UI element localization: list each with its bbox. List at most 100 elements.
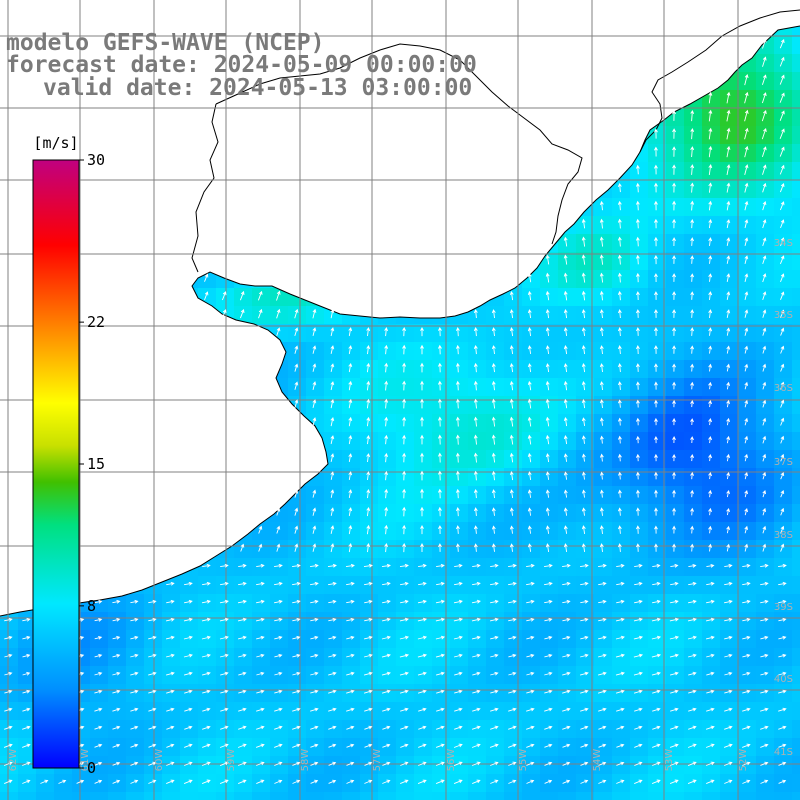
- wind-arrow: [239, 309, 245, 319]
- wind-arrow: [310, 653, 319, 658]
- wind-arrow: [437, 326, 442, 337]
- wind-arrow: [616, 779, 625, 784]
- wind-cell: [486, 504, 504, 522]
- wind-arrow: [130, 779, 139, 784]
- wind-arrow: [363, 653, 373, 658]
- wind-arrow: [599, 309, 604, 319]
- wind-cell: [792, 720, 800, 738]
- wind-cell: [684, 270, 702, 288]
- wind-arrow: [402, 326, 407, 337]
- wind-cell: [702, 324, 720, 342]
- wind-arrow: [204, 273, 209, 282]
- wind-arrow: [509, 290, 514, 301]
- wind-arrow: [580, 599, 589, 604]
- wind-cell: [774, 126, 792, 144]
- wind-cell: [270, 630, 288, 648]
- wind-arrow: [219, 743, 229, 748]
- wind-arrow: [672, 381, 676, 390]
- wind-cell: [576, 414, 594, 432]
- wind-arrow: [330, 308, 335, 319]
- wind-cell: [216, 630, 234, 648]
- wind-cell: [720, 504, 738, 522]
- wind-arrow: [617, 309, 622, 319]
- wind-arrow: [778, 671, 787, 676]
- wind-cell: [540, 648, 558, 666]
- wind-cell: [486, 594, 504, 612]
- wind-arrow: [402, 488, 407, 499]
- wind-cell: [378, 720, 396, 738]
- wind-cell: [198, 666, 216, 684]
- wind-cell: [684, 702, 702, 720]
- wind-cell: [486, 396, 504, 414]
- wind-cell: [720, 198, 738, 216]
- wind-arrow: [687, 617, 697, 622]
- wind-cell: [648, 486, 666, 504]
- wind-cell: [612, 720, 630, 738]
- wind-arrow: [381, 653, 391, 658]
- wind-arrow: [219, 653, 229, 658]
- wind-cell: [738, 540, 756, 558]
- wind-cell: [648, 648, 666, 666]
- wind-arrow: [184, 581, 193, 586]
- wind-arrow: [310, 689, 319, 694]
- wind-arrow: [744, 345, 749, 354]
- lon-label: 62W: [8, 749, 19, 772]
- wind-cell: [414, 612, 432, 630]
- wind-cell: [180, 666, 198, 684]
- wind-cell: [594, 288, 612, 306]
- wind-cell: [540, 702, 558, 720]
- wind-arrow: [527, 327, 532, 337]
- wind-cell: [108, 684, 126, 702]
- wind-cell: [684, 450, 702, 468]
- wind-cell: [0, 720, 18, 738]
- wind-arrow: [417, 671, 427, 676]
- wind-arrow: [598, 581, 607, 586]
- wind-arrow: [635, 489, 640, 498]
- wind-arrow: [580, 779, 589, 784]
- wind-cell: [252, 306, 270, 324]
- wind-arrow: [635, 507, 640, 516]
- wind-arrow: [436, 689, 445, 694]
- wind-arrow: [617, 399, 622, 408]
- wind-arrow: [399, 653, 410, 658]
- wind-cell: [306, 486, 324, 504]
- wind-arrow: [399, 671, 409, 676]
- wind-cell: [432, 792, 450, 800]
- wind-arrow: [238, 779, 247, 785]
- wind-arrow: [726, 109, 731, 122]
- wind-arrow: [417, 599, 427, 604]
- wind-arrow: [672, 345, 676, 354]
- wind-arrow: [617, 254, 622, 265]
- wind-arrow: [112, 635, 121, 640]
- wind-arrow: [166, 725, 175, 730]
- wind-cell: [378, 486, 396, 504]
- wind-cell: [162, 594, 180, 612]
- wind-cell: [648, 216, 666, 234]
- wind-arrow: [292, 599, 301, 604]
- wind-cell: [432, 378, 450, 396]
- wind-cell: [288, 522, 306, 540]
- wind-cell: [126, 720, 144, 738]
- wind-arrow: [635, 453, 640, 462]
- wind-arrow: [705, 617, 715, 622]
- wind-arrow: [382, 599, 391, 604]
- wind-cell: [216, 720, 234, 738]
- wind-arrow: [454, 671, 463, 676]
- wind-cell: [594, 612, 612, 630]
- wind-cell: [774, 504, 792, 522]
- wind-cell: [612, 756, 630, 774]
- wind-cell: [774, 270, 792, 288]
- wind-arrow: [4, 671, 13, 676]
- wind-arrow: [652, 599, 661, 604]
- wind-arrow: [580, 653, 589, 658]
- wind-arrow: [490, 707, 499, 712]
- wind-cell: [792, 648, 800, 666]
- wind-cell: [612, 432, 630, 450]
- wind-cell: [432, 468, 450, 486]
- wind-cell: [18, 774, 36, 792]
- wind-arrow: [346, 617, 355, 622]
- wind-arrow: [527, 543, 532, 552]
- wind-cell: [648, 774, 666, 792]
- wind-arrow: [527, 380, 532, 391]
